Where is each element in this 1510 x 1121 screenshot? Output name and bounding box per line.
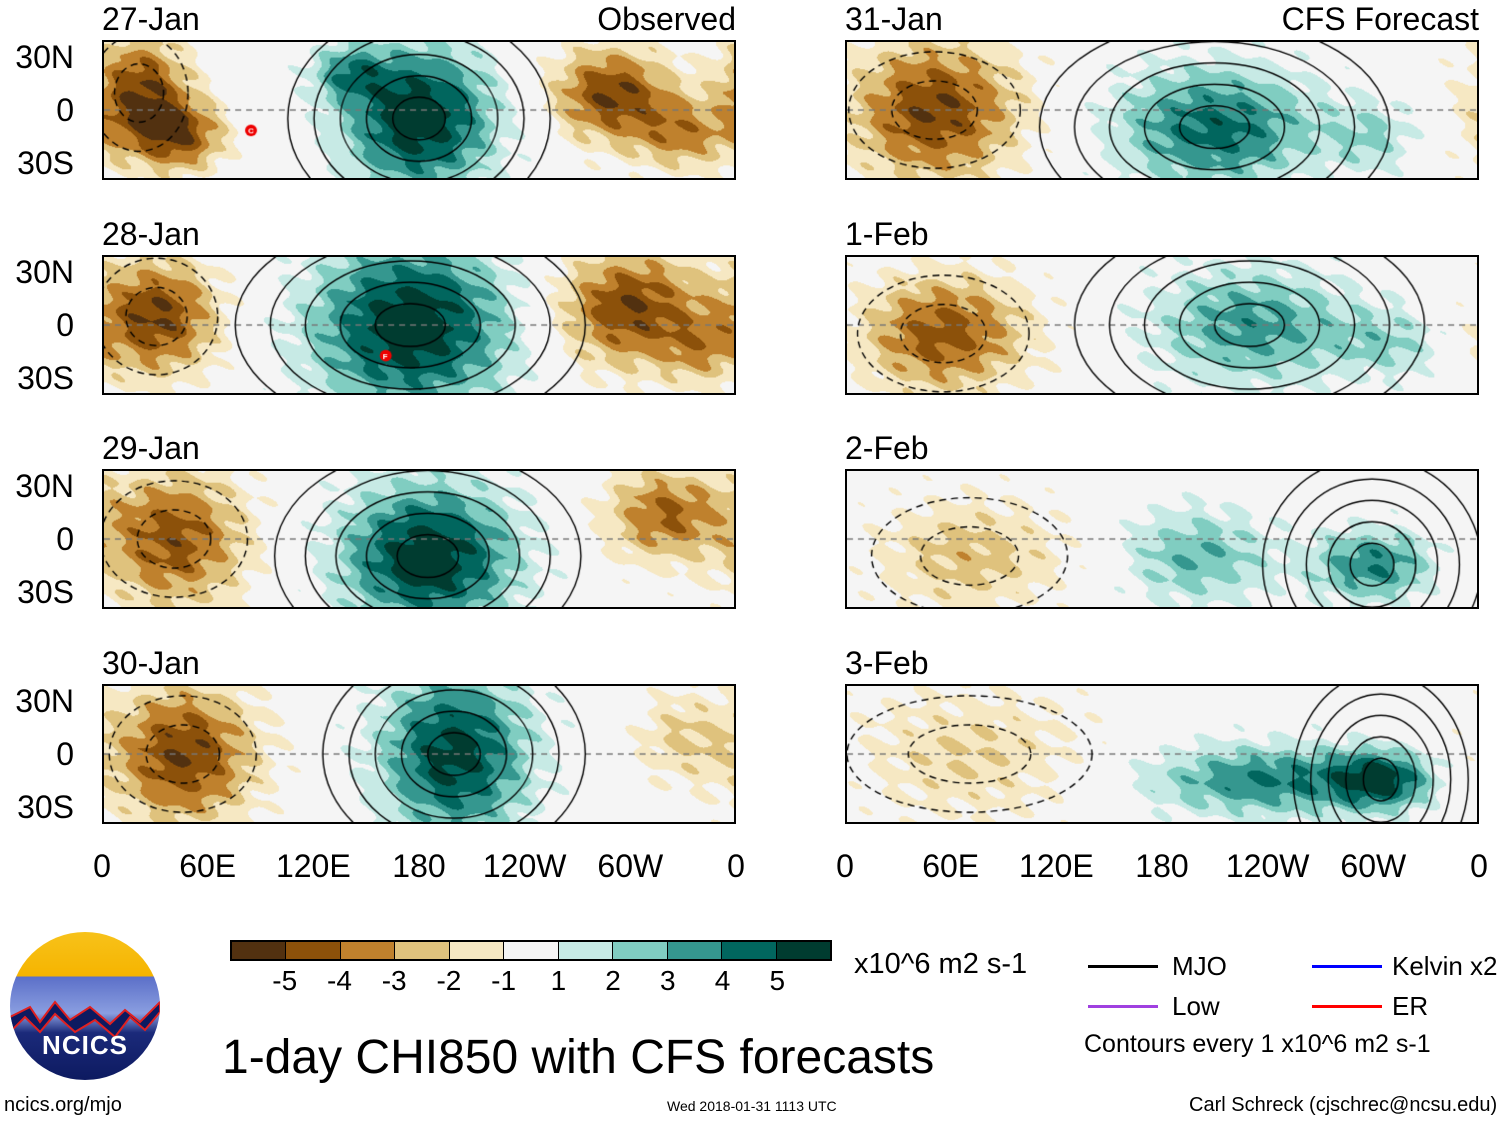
timestamp: Wed 2018-01-31 1113 UTC: [667, 1098, 837, 1114]
lon-tick-label: 180: [392, 848, 446, 884]
lon-tick-label: 120W: [482, 848, 567, 884]
colorbar-label: -5: [272, 965, 298, 996]
map-panel-27-jan: [102, 40, 736, 180]
colorbar-swatch: [339, 942, 395, 959]
legend-line-er: [1312, 1005, 1382, 1008]
panel-date-label: 2-Feb: [845, 430, 929, 466]
panel-date-label: 28-Jan: [102, 216, 200, 252]
lon-tick-label: 60W: [597, 848, 664, 884]
map-panel-31-jan: [845, 40, 1479, 180]
colorbar-label: 1: [550, 965, 567, 996]
colorbar-label: -2: [436, 965, 462, 996]
lon-tick-label: 0: [1470, 848, 1488, 884]
lat-tick-label: 0: [56, 92, 74, 128]
colorbar-label: 2: [605, 965, 621, 996]
lon-tick-label: 0: [93, 848, 111, 884]
lat-tick-label: 30S: [17, 145, 74, 181]
colorbar-swatch: [232, 942, 286, 959]
map-panel-1-feb: [845, 255, 1479, 395]
colorbar-swatch: [285, 942, 340, 959]
lat-tick-label: 0: [56, 736, 74, 772]
logo-text: NCICS: [42, 1030, 128, 1060]
lon-tick-label: 0: [727, 848, 745, 884]
colorbar-label: -3: [381, 965, 407, 996]
lon-tick-label: 60E: [922, 848, 980, 884]
lon-tick-label: 120W: [1225, 848, 1310, 884]
colorbar-swatch: [666, 942, 722, 959]
legend-label-low: Low: [1172, 991, 1220, 1021]
observed-header: Observed: [597, 1, 736, 37]
forecast-header: CFS Forecast: [1281, 1, 1479, 37]
map-panel-30-jan: [102, 684, 736, 824]
lat-tick-label: 30S: [17, 574, 74, 610]
author-credit: Carl Schreck (cjschrec@ncsu.edu): [1189, 1094, 1498, 1116]
lat-tick-label: 30S: [17, 789, 74, 825]
colorbar-units: x10^6 m2 s-1: [854, 948, 1028, 980]
colorbar-label: 4: [714, 965, 731, 996]
legend-line-low: [1088, 1005, 1158, 1008]
lat-tick-label: 0: [56, 521, 74, 557]
map-panel-28-jan: [102, 255, 736, 395]
lat-tick-label: 30N: [15, 254, 74, 290]
lon-tick-label: 60E: [179, 848, 237, 884]
colorbar-label: 3: [660, 965, 676, 996]
ncics-logo: NCICS: [10, 932, 160, 1080]
legend-line-mjo: [1088, 965, 1158, 968]
lat-tick-label: 30N: [15, 683, 74, 719]
lat-tick-label: 30N: [15, 468, 74, 504]
legend-label-kelvin: Kelvin x2: [1392, 951, 1498, 981]
panel-date-label: 1-Feb: [845, 216, 929, 252]
colorbar-label: -1: [491, 965, 517, 996]
colorbar-label: 5: [769, 965, 786, 996]
lon-tick-label: 120E: [1018, 848, 1094, 884]
lat-tick-label: 30S: [17, 360, 74, 396]
lon-tick-label: 180: [1135, 848, 1189, 884]
colorbar-swatch: [557, 942, 613, 959]
map-panel-3-feb: [845, 684, 1479, 824]
colorbar-swatch: [775, 942, 830, 959]
lon-tick-label: 0: [836, 848, 854, 884]
panel-date-label: 30-Jan: [102, 645, 200, 681]
colorbar: [230, 940, 832, 961]
panel-date-label: 27-Jan: [102, 1, 200, 37]
figure-title: 1-day CHI850 with CFS forecasts: [222, 1031, 935, 1084]
colorbar-swatch: [503, 942, 558, 959]
lon-tick-label: 60W: [1340, 848, 1407, 884]
colorbar-swatch: [612, 942, 667, 959]
map-panel-2-feb: [845, 469, 1479, 609]
panel-date-label: 31-Jan: [845, 1, 943, 37]
lat-tick-label: 0: [56, 307, 74, 343]
legend-line-kelvin: [1312, 965, 1382, 968]
panel-date-label: 29-Jan: [102, 430, 200, 466]
legend-label-mjo: MJO: [1172, 951, 1227, 981]
panel-date-label: 3-Feb: [845, 645, 929, 681]
colorbar-swatch: [448, 942, 504, 959]
colorbar-swatch: [721, 942, 776, 959]
legend-label-er: ER: [1392, 991, 1429, 1021]
colorbar-label: -4: [327, 965, 352, 996]
contour-note: Contours every 1 x10^6 m2 s-1: [1084, 1030, 1431, 1058]
map-panel-29-jan: [102, 469, 736, 609]
lat-tick-label: 30N: [15, 39, 74, 75]
lon-tick-label: 120E: [275, 848, 351, 884]
colorbar-swatch: [394, 942, 449, 959]
site-link[interactable]: ncics.org/mjo: [4, 1094, 122, 1116]
